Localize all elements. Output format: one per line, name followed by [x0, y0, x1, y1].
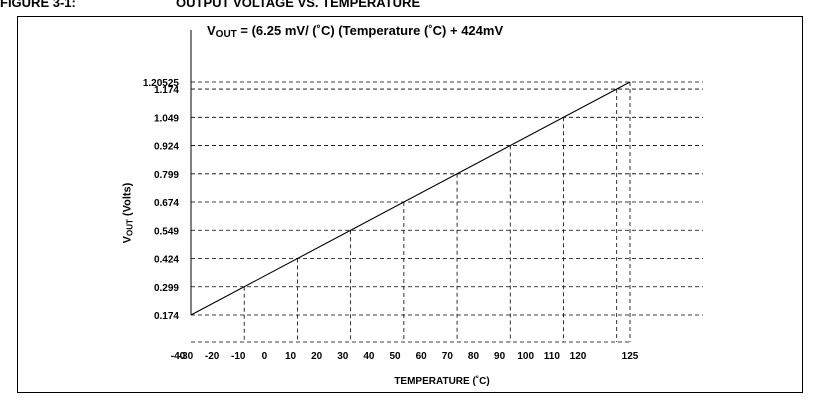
- x-tick-label: 90: [494, 351, 506, 362]
- equation-subscript: OUT: [215, 29, 237, 40]
- y-tick-label: 0.549: [154, 226, 179, 237]
- x-tick-label: 50: [390, 351, 402, 362]
- x-tick-label: 10: [285, 351, 297, 362]
- x-tick-label: -30: [179, 351, 194, 362]
- x-tick-label: 70: [442, 351, 454, 362]
- equation-text: = (6.25 mV/ (˚C) (Temperature (˚C) + 424…: [236, 23, 504, 38]
- x-tick-label: 0: [262, 351, 268, 362]
- y-tick-label: 0.799: [154, 170, 179, 181]
- x-tick-label: 125: [622, 351, 639, 362]
- x-tick-label: 120: [570, 351, 587, 362]
- y-tick-label: 0.424: [154, 255, 179, 266]
- x-axis-label: TEMPERATURE (˚C): [394, 376, 490, 387]
- y-tick-label: 0.674: [154, 198, 179, 209]
- x-tick-label: 100: [517, 351, 534, 362]
- x-tick-label: -40: [171, 351, 186, 362]
- y-tick-label: 1.049: [154, 113, 179, 124]
- x-tick-label: 110: [544, 351, 561, 362]
- y-tick-label: 0.924: [154, 142, 179, 153]
- y-tick-label: 1.174: [154, 85, 179, 96]
- equation-v: V: [207, 23, 216, 38]
- x-tick-label: -20: [205, 351, 220, 362]
- y-tick-label: 0.174: [154, 311, 179, 322]
- x-tick-label: 40: [363, 351, 375, 362]
- series-line: [190, 81, 631, 316]
- x-tick-label: 80: [468, 351, 480, 362]
- chart-frame: [17, 16, 803, 393]
- x-tick-label: 30: [337, 351, 349, 362]
- x-tick-label: -10: [231, 351, 246, 362]
- x-tick-label: 60: [416, 351, 428, 362]
- figure-number: FIGURE 3-1:: [0, 0, 76, 10]
- y-tick-label: 1.20525: [143, 78, 180, 89]
- chart-equation: VOUT = (6.25 mV/ (˚C) (Temperature (˚C) …: [207, 23, 503, 40]
- figure-title: OUTPUT VOLTAGE VS. TEMPERATURE: [176, 0, 421, 10]
- x-tick-label: 20: [311, 351, 323, 362]
- y-tick-label: 0.299: [154, 283, 179, 294]
